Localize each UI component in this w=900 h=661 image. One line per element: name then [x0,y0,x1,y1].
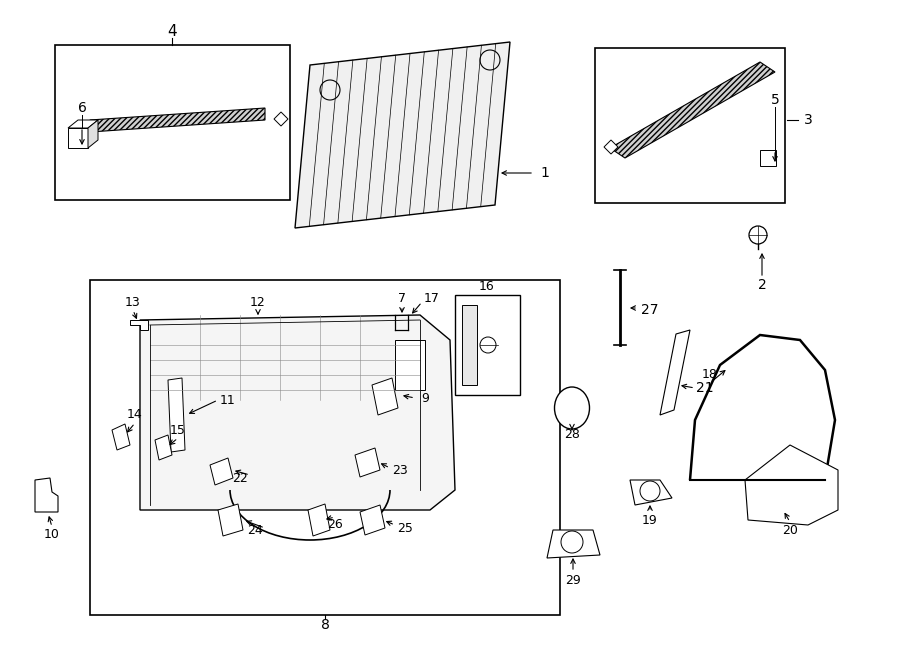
Polygon shape [745,445,838,525]
Polygon shape [35,478,58,512]
Text: 26: 26 [327,518,343,531]
Text: 2: 2 [758,278,767,292]
Polygon shape [88,120,98,148]
Text: 27: 27 [641,303,659,317]
Text: 6: 6 [77,101,86,115]
Text: 14: 14 [127,408,143,422]
Polygon shape [604,140,618,154]
Polygon shape [295,42,510,228]
Text: 22: 22 [232,471,248,485]
Text: 11: 11 [220,393,236,407]
Bar [68,128,88,148]
Polygon shape [90,108,265,132]
Bar [595,48,785,203]
Polygon shape [355,448,380,477]
Text: 18: 18 [702,368,718,381]
Polygon shape [660,330,690,415]
Text: 9: 9 [421,391,429,405]
Polygon shape [210,458,233,485]
Polygon shape [130,320,148,330]
Polygon shape [168,378,185,452]
Text: 5: 5 [770,93,779,107]
Polygon shape [112,424,130,450]
Text: 15: 15 [170,424,186,436]
Text: 13: 13 [125,295,141,309]
Text: 17: 17 [424,292,440,305]
Ellipse shape [554,387,590,429]
Polygon shape [308,504,330,536]
Text: 16: 16 [479,280,495,293]
Text: 7: 7 [398,292,406,305]
Polygon shape [547,530,600,558]
Text: 12: 12 [250,295,266,309]
Text: 8: 8 [320,618,329,632]
Bar [90,280,560,615]
Polygon shape [360,505,385,535]
Polygon shape [610,62,775,158]
Polygon shape [462,305,477,385]
Text: 3: 3 [804,113,813,127]
Polygon shape [274,112,288,126]
Polygon shape [218,504,243,536]
Polygon shape [68,120,98,128]
Text: 28: 28 [564,428,580,442]
Bar [760,150,776,166]
Circle shape [561,531,583,553]
Polygon shape [140,315,455,510]
Circle shape [480,337,496,353]
Polygon shape [630,480,672,505]
Circle shape [640,481,660,501]
Text: 20: 20 [782,524,798,537]
Text: 10: 10 [44,529,60,541]
Text: 1: 1 [541,166,549,180]
Text: 4: 4 [167,24,176,40]
Bar [395,340,425,390]
Polygon shape [372,378,398,415]
Bar [55,45,290,200]
Circle shape [749,226,767,244]
Text: 19: 19 [642,514,658,527]
Bar [455,295,520,395]
Text: 25: 25 [397,522,413,535]
Polygon shape [155,435,172,460]
Text: 23: 23 [392,463,408,477]
Text: 24: 24 [248,524,263,537]
Text: 21: 21 [697,381,714,395]
Text: 29: 29 [565,574,581,586]
